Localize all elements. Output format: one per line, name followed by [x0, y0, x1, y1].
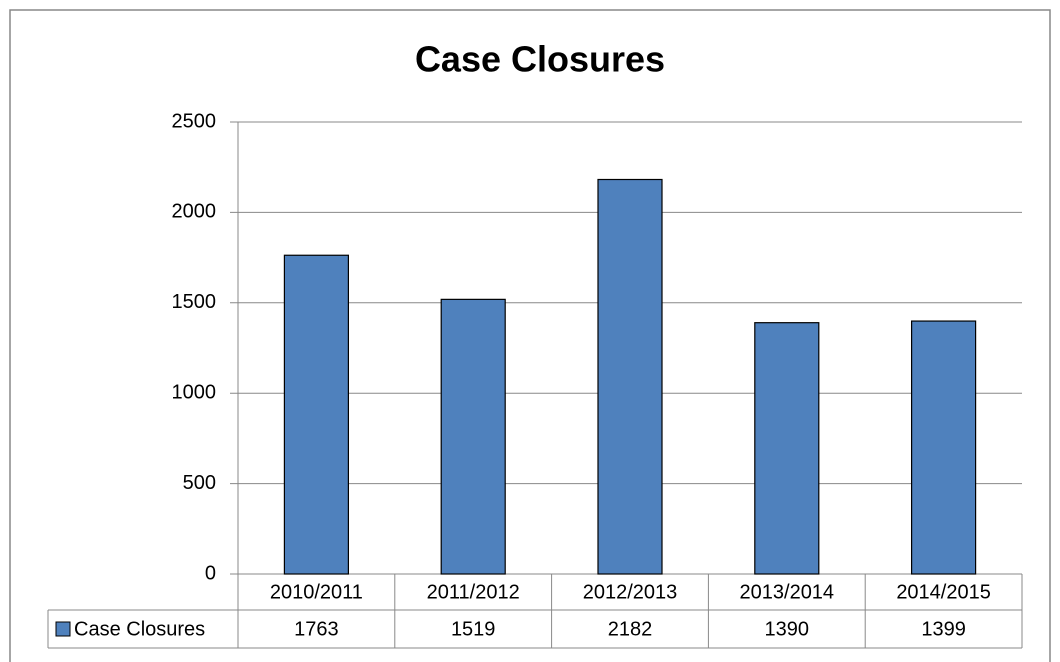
bar — [910, 320, 977, 575]
bar — [754, 322, 820, 575]
y-tick-label: 500 — [183, 472, 216, 494]
x-tick-label: 2010/2011 — [270, 581, 363, 603]
data-table-value: 1399 — [921, 618, 966, 640]
y-tick-label: 1500 — [172, 291, 217, 313]
data-table-value: 2182 — [608, 618, 653, 640]
chart-title: Case Closures — [415, 39, 665, 80]
legend-key — [55, 621, 71, 637]
data-table-value: 1519 — [451, 618, 496, 640]
y-tick-label: 2000 — [172, 201, 217, 223]
y-tick-label: 2500 — [172, 110, 217, 132]
bar — [597, 178, 663, 575]
data-table-value: 1390 — [765, 618, 810, 640]
chart-border — [9, 9, 1051, 662]
data-table-value: 1763 — [294, 618, 339, 640]
bar — [283, 254, 349, 575]
x-tick-label: 2013/2014 — [740, 581, 835, 603]
y-tick-label: 1000 — [172, 381, 217, 403]
x-tick-label: 2012/2013 — [583, 581, 678, 603]
x-tick-label: 2011/2012 — [427, 581, 520, 603]
x-tick-label: 2014/2015 — [896, 581, 991, 603]
y-tick-label: 0 — [205, 562, 216, 584]
legend-label: Case Closures — [74, 618, 205, 640]
bar — [440, 298, 506, 575]
